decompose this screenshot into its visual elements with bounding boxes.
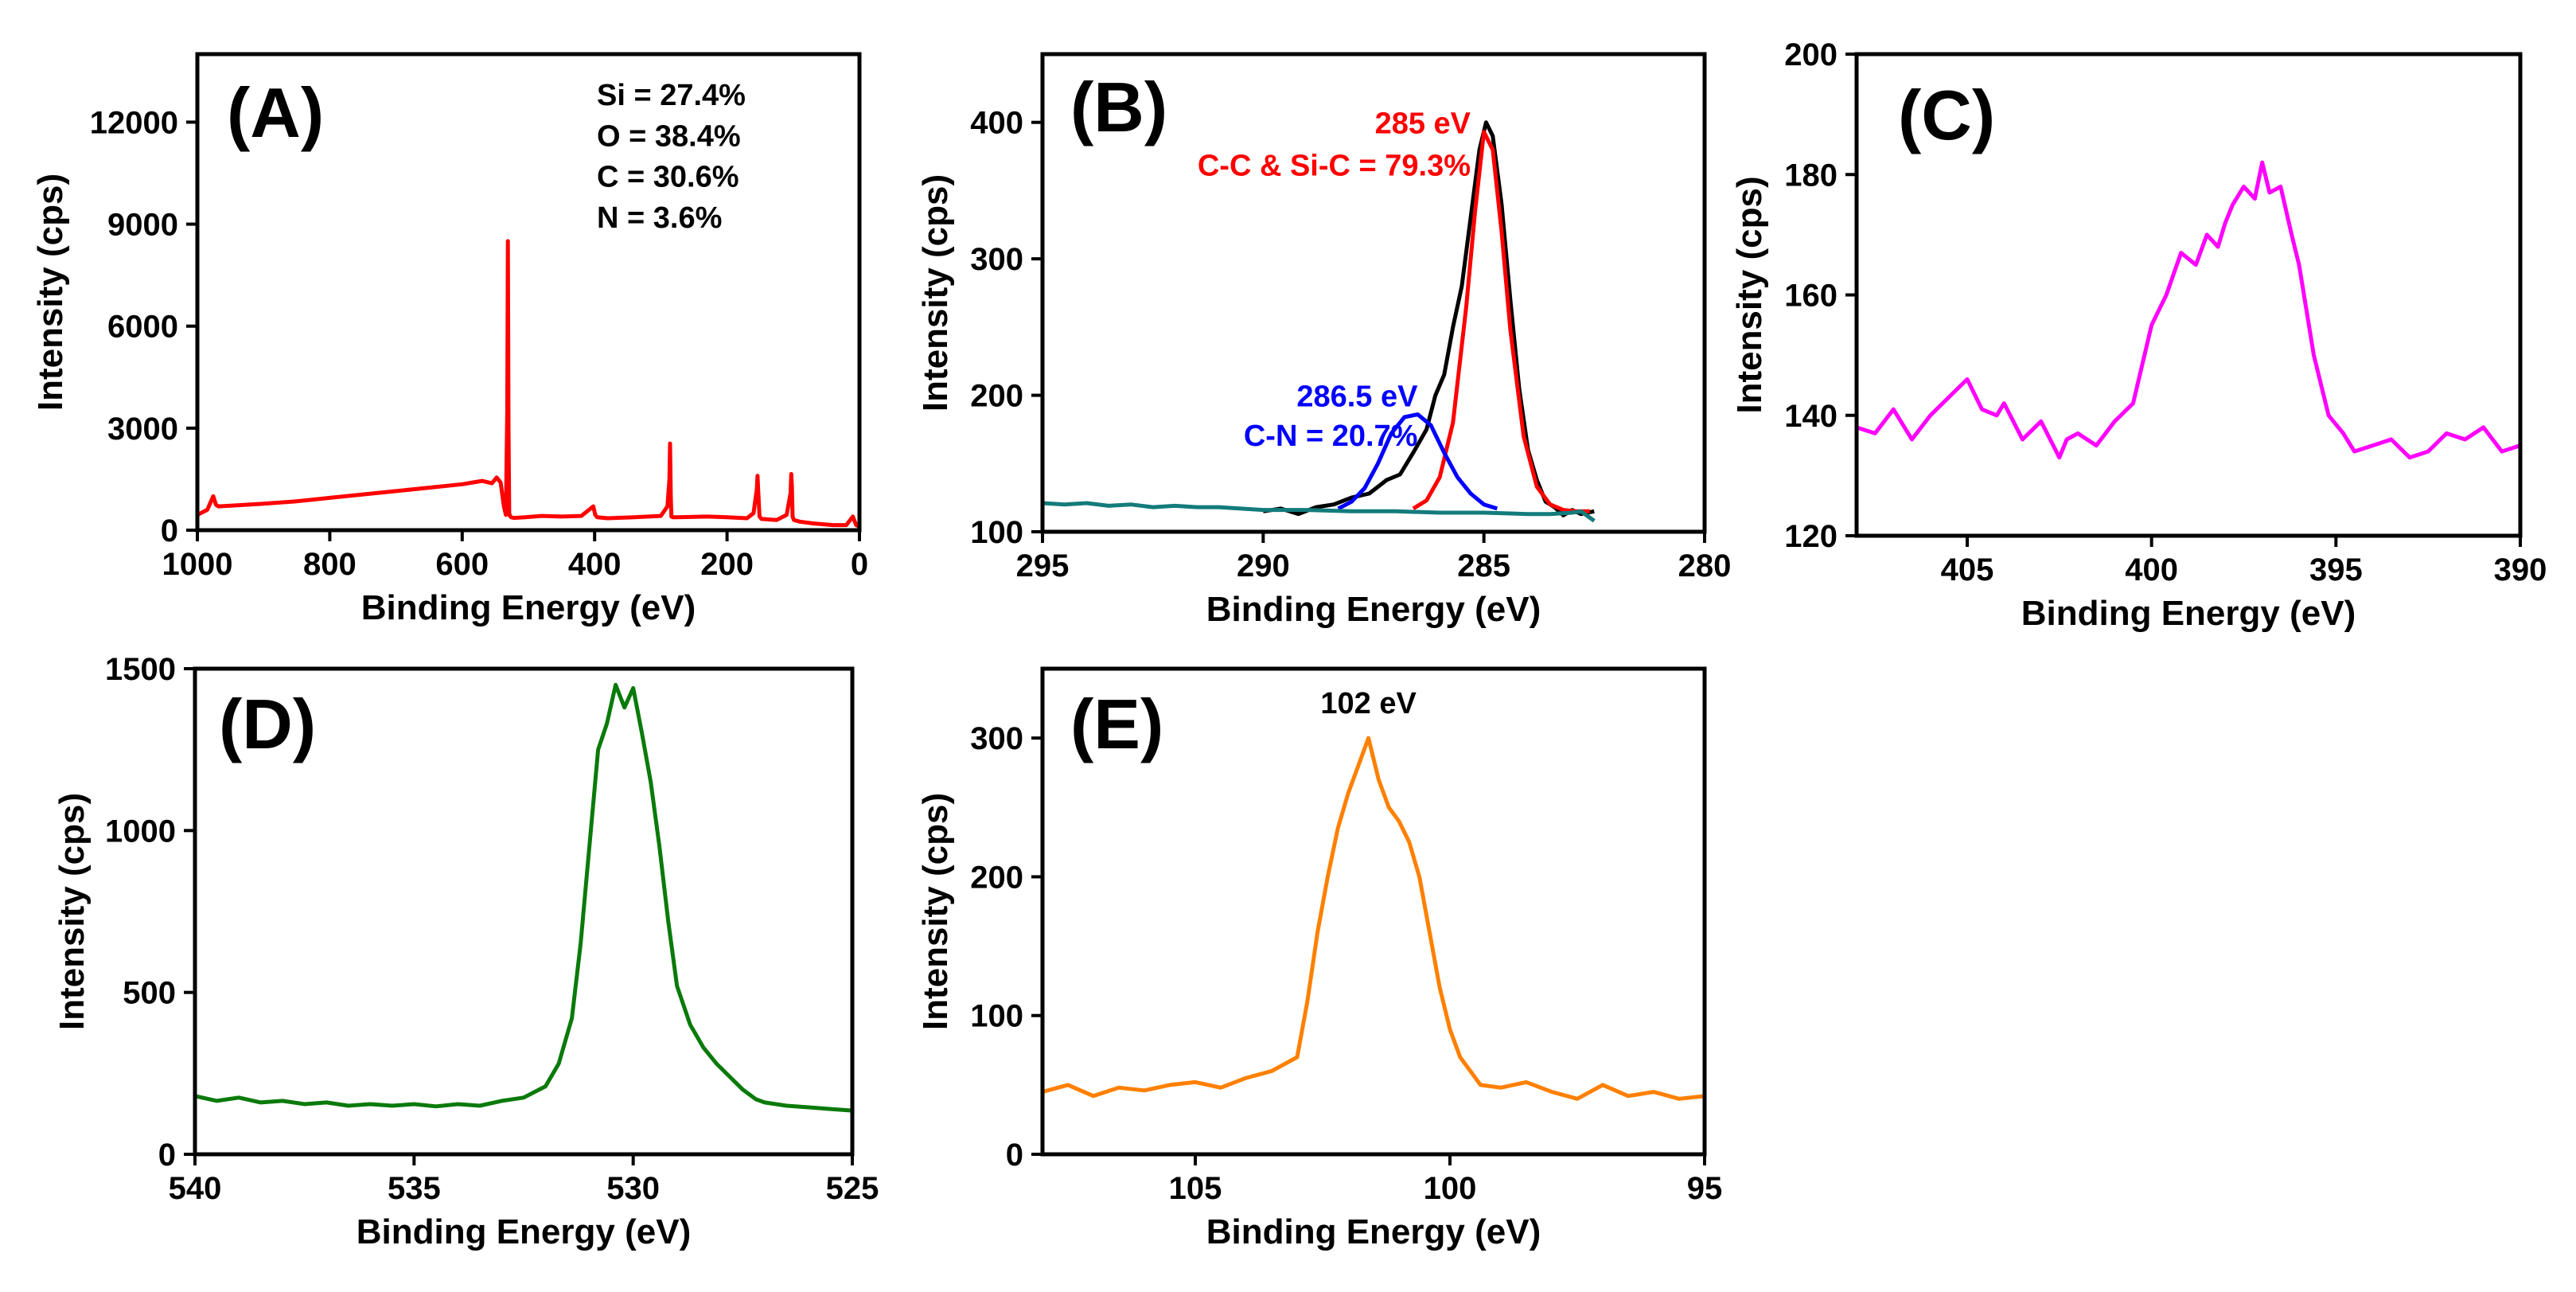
annotation: O = 38.4% bbox=[597, 119, 741, 153]
series-b-background bbox=[1042, 501, 1596, 523]
annotation: 286.5 eV bbox=[1296, 380, 1418, 413]
y-tick-label: 300 bbox=[970, 242, 1023, 277]
annotation: 285 eV bbox=[1375, 107, 1471, 140]
panel-b: 295 290 285 280 100 200 300 400 Binding Energy (… bbox=[916, 52, 1732, 629]
y-tick-label: 300 bbox=[970, 721, 1023, 756]
y-tick-label: 100 bbox=[970, 515, 1023, 550]
series-a-survey bbox=[197, 239, 859, 529]
panel-c: 405 400 395 390 120 140 160 180 200 Binding Energ… bbox=[1730, 37, 2547, 633]
plot-frame-b bbox=[1040, 52, 1707, 534]
x-tick-label: 280 bbox=[1678, 548, 1732, 584]
series-e-si-2p bbox=[1042, 736, 1705, 1101]
x-axis-label: Binding Energy (eV) bbox=[1206, 590, 1541, 629]
x-tick-label: 400 bbox=[2125, 552, 2178, 587]
y-axis-label: Intensity (cps) bbox=[31, 174, 70, 411]
x-tick-label: 525 bbox=[826, 1171, 879, 1206]
series-d-o-1s bbox=[195, 682, 852, 1113]
x-tick-label: 535 bbox=[388, 1171, 441, 1206]
panel-label: (E) bbox=[1070, 685, 1163, 763]
y-tick-label: 1000 bbox=[105, 814, 176, 849]
x-tick-label: 105 bbox=[1169, 1171, 1222, 1206]
annotation: Si = 27.4% bbox=[597, 79, 746, 112]
x-axis-label: Binding Energy (eV) bbox=[361, 588, 696, 627]
plot-frame-d bbox=[193, 666, 855, 1157]
annotation: C-N = 20.7% bbox=[1244, 420, 1418, 453]
x-tick-label: 290 bbox=[1237, 548, 1290, 584]
annotation: C-C & Si-C = 79.3% bbox=[1198, 150, 1471, 183]
series-b-c-n bbox=[1337, 412, 1498, 511]
x-tick-label: 540 bbox=[169, 1171, 222, 1206]
y-axis-label: Intensity (cps) bbox=[1730, 176, 1769, 413]
x-axis-label: Binding Energy (eV) bbox=[357, 1212, 691, 1251]
panel-d: 540 535 530 525 0 500 1000 1500 Binding Energy (… bbox=[53, 652, 879, 1251]
x-tick-label: 530 bbox=[606, 1171, 660, 1206]
y-axis-label: Intensity (cps) bbox=[916, 793, 955, 1030]
annotation: N = 3.6% bbox=[597, 201, 722, 235]
x-tick-label: 1000 bbox=[162, 547, 233, 582]
annotation: C = 30.6% bbox=[597, 161, 739, 194]
x-tick-label: 390 bbox=[2494, 552, 2547, 587]
y-tick-label: 3000 bbox=[107, 412, 178, 447]
x-tick-label: 200 bbox=[700, 547, 754, 582]
y-tick-label: 6000 bbox=[107, 310, 178, 345]
x-tick-label: 295 bbox=[1016, 548, 1070, 584]
x-tick-label: 800 bbox=[303, 547, 357, 582]
x-tick-label: 395 bbox=[2309, 552, 2363, 587]
y-tick-label: 0 bbox=[161, 513, 178, 548]
x-tick-label: 600 bbox=[435, 547, 489, 582]
x-tick-label: 0 bbox=[851, 547, 868, 582]
panel-e: 105 100 95 0 100 200 300 Binding Energy (eV) Int… bbox=[916, 666, 1723, 1251]
y-tick-label: 140 bbox=[1784, 399, 1837, 434]
x-axis-label: Binding Energy (eV) bbox=[2021, 594, 2356, 633]
x-tick-label: 100 bbox=[1424, 1171, 1477, 1206]
y-tick-label: 12000 bbox=[90, 105, 178, 140]
y-tick-label: 180 bbox=[1784, 158, 1837, 193]
panel-label: (B) bbox=[1070, 68, 1167, 146]
y-tick-label: 120 bbox=[1784, 519, 1837, 554]
y-tick-label: 200 bbox=[970, 379, 1023, 414]
y-tick-label: 160 bbox=[1784, 279, 1837, 314]
panel-label: (A) bbox=[227, 73, 324, 152]
y-tick-label: 0 bbox=[1006, 1138, 1023, 1173]
x-tick-label: 285 bbox=[1457, 548, 1510, 584]
x-tick-label: 400 bbox=[568, 547, 622, 582]
y-axis-label: Intensity (cps) bbox=[53, 793, 92, 1030]
panel-a: 1000 800 600 400 200 0 0 3000 6000 9000 12000 Bindi… bbox=[31, 52, 868, 627]
y-tick-label: 500 bbox=[123, 976, 176, 1011]
x-tick-label: 95 bbox=[1687, 1171, 1723, 1206]
y-tick-label: 9000 bbox=[107, 208, 178, 243]
series-b-c-c-si-c bbox=[1412, 130, 1590, 513]
plot-frame-a bbox=[195, 52, 862, 533]
panel-label: (D) bbox=[219, 685, 316, 763]
panel-label: (C) bbox=[1898, 76, 1995, 154]
y-tick-label: 1500 bbox=[105, 652, 176, 687]
y-axis-label: Intensity (cps) bbox=[916, 174, 955, 412]
annotation: 102 eV bbox=[1320, 687, 1417, 720]
x-axis-label: Binding Energy (eV) bbox=[1206, 1212, 1541, 1251]
x-tick-label: 405 bbox=[1941, 552, 1994, 587]
y-tick-label: 0 bbox=[158, 1138, 176, 1173]
y-tick-label: 400 bbox=[970, 106, 1023, 141]
y-tick-label: 200 bbox=[970, 860, 1023, 895]
series-c-n-1s bbox=[1857, 160, 2520, 460]
y-tick-label: 200 bbox=[1784, 37, 1837, 72]
plot-frame-e bbox=[1040, 666, 1707, 1157]
y-tick-label: 100 bbox=[970, 999, 1023, 1034]
